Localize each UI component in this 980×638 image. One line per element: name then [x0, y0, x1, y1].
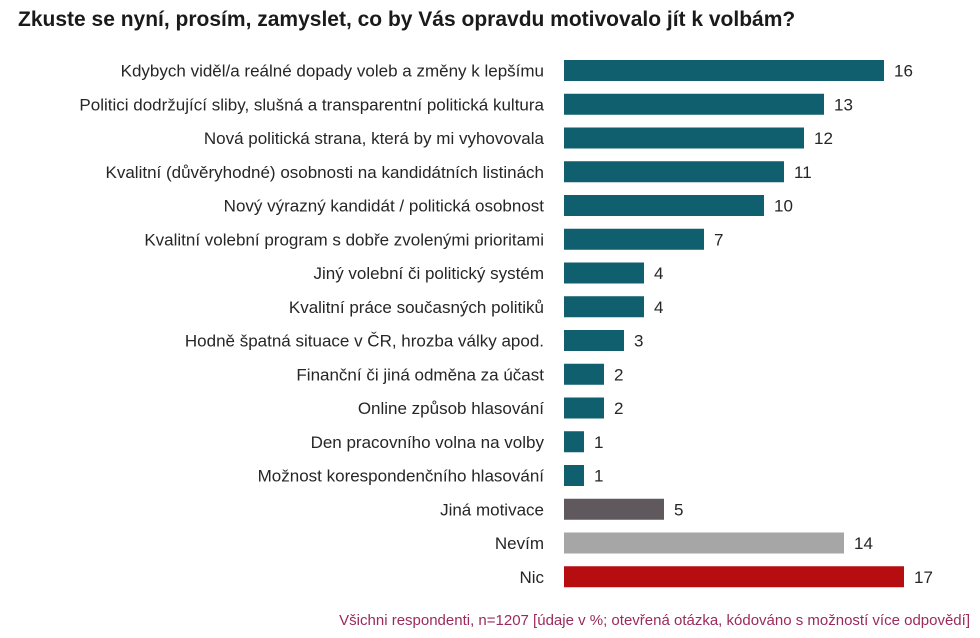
- category-label: Jiná motivace: [440, 500, 544, 519]
- value-label: 16: [894, 62, 913, 81]
- bar: [564, 566, 904, 588]
- value-label: 4: [654, 298, 663, 317]
- category-label: Kdybych viděl/a reálné dopady voleb a zm…: [121, 62, 544, 81]
- category-label: Den pracovního volna na volby: [311, 433, 545, 452]
- bar: [564, 363, 604, 385]
- value-label: 11: [794, 163, 812, 182]
- value-label: 13: [834, 95, 853, 114]
- category-label: Kvalitní práce současných politiků: [289, 298, 544, 317]
- chart-title: Zkuste se nyní, prosím, zamyslet, co by …: [18, 8, 796, 31]
- value-label: 17: [914, 568, 933, 587]
- bar: [564, 532, 844, 554]
- value-label: 1: [594, 433, 603, 452]
- value-label: 12: [814, 129, 833, 148]
- category-label: Nový výrazný kandidát / politická osobno…: [224, 197, 545, 216]
- bar: [564, 195, 764, 216]
- category-label: Kvalitní (důvěryhodné) osobnosti na kand…: [106, 163, 545, 182]
- value-label: 14: [854, 534, 873, 553]
- value-label: 2: [614, 399, 623, 418]
- value-label: 2: [614, 365, 623, 384]
- bar: [564, 60, 884, 81]
- category-label: Finanční či jiná odměna za účast: [296, 365, 544, 384]
- bar: [564, 431, 584, 453]
- bar: [564, 127, 804, 149]
- category-label: Online způsob hlasování: [358, 399, 544, 418]
- value-label: 7: [714, 230, 723, 249]
- value-label: 1: [594, 467, 603, 486]
- bar: [564, 330, 624, 351]
- footnote: Všichni respondenti, n=1207 [údaje v %; …: [339, 612, 970, 629]
- bar: [564, 262, 644, 284]
- value-label: 4: [654, 264, 663, 283]
- category-label: Nová politická strana, která by mi vyhov…: [204, 129, 545, 148]
- category-label: Hodně špatná situace v ČR, hrozba války …: [185, 332, 544, 351]
- value-label: 10: [774, 197, 793, 216]
- bar: [564, 498, 664, 520]
- category-label: Nic: [519, 568, 544, 587]
- bar: [564, 296, 644, 318]
- category-label: Kvalitní volební program s dobře zvolený…: [144, 230, 544, 249]
- bar: [564, 161, 784, 183]
- bar: [564, 93, 824, 115]
- category-label: Jiný volební či politický systém: [313, 264, 544, 283]
- bar: [564, 228, 704, 250]
- bar: [564, 465, 584, 486]
- category-label: Politici dodržující sliby, slušná a tran…: [79, 95, 544, 114]
- category-label: Možnost korespondenčního hlasování: [258, 467, 545, 486]
- bar: [564, 397, 604, 419]
- category-label: Nevím: [495, 534, 544, 553]
- value-label: 5: [674, 500, 683, 519]
- value-label: 3: [634, 332, 643, 351]
